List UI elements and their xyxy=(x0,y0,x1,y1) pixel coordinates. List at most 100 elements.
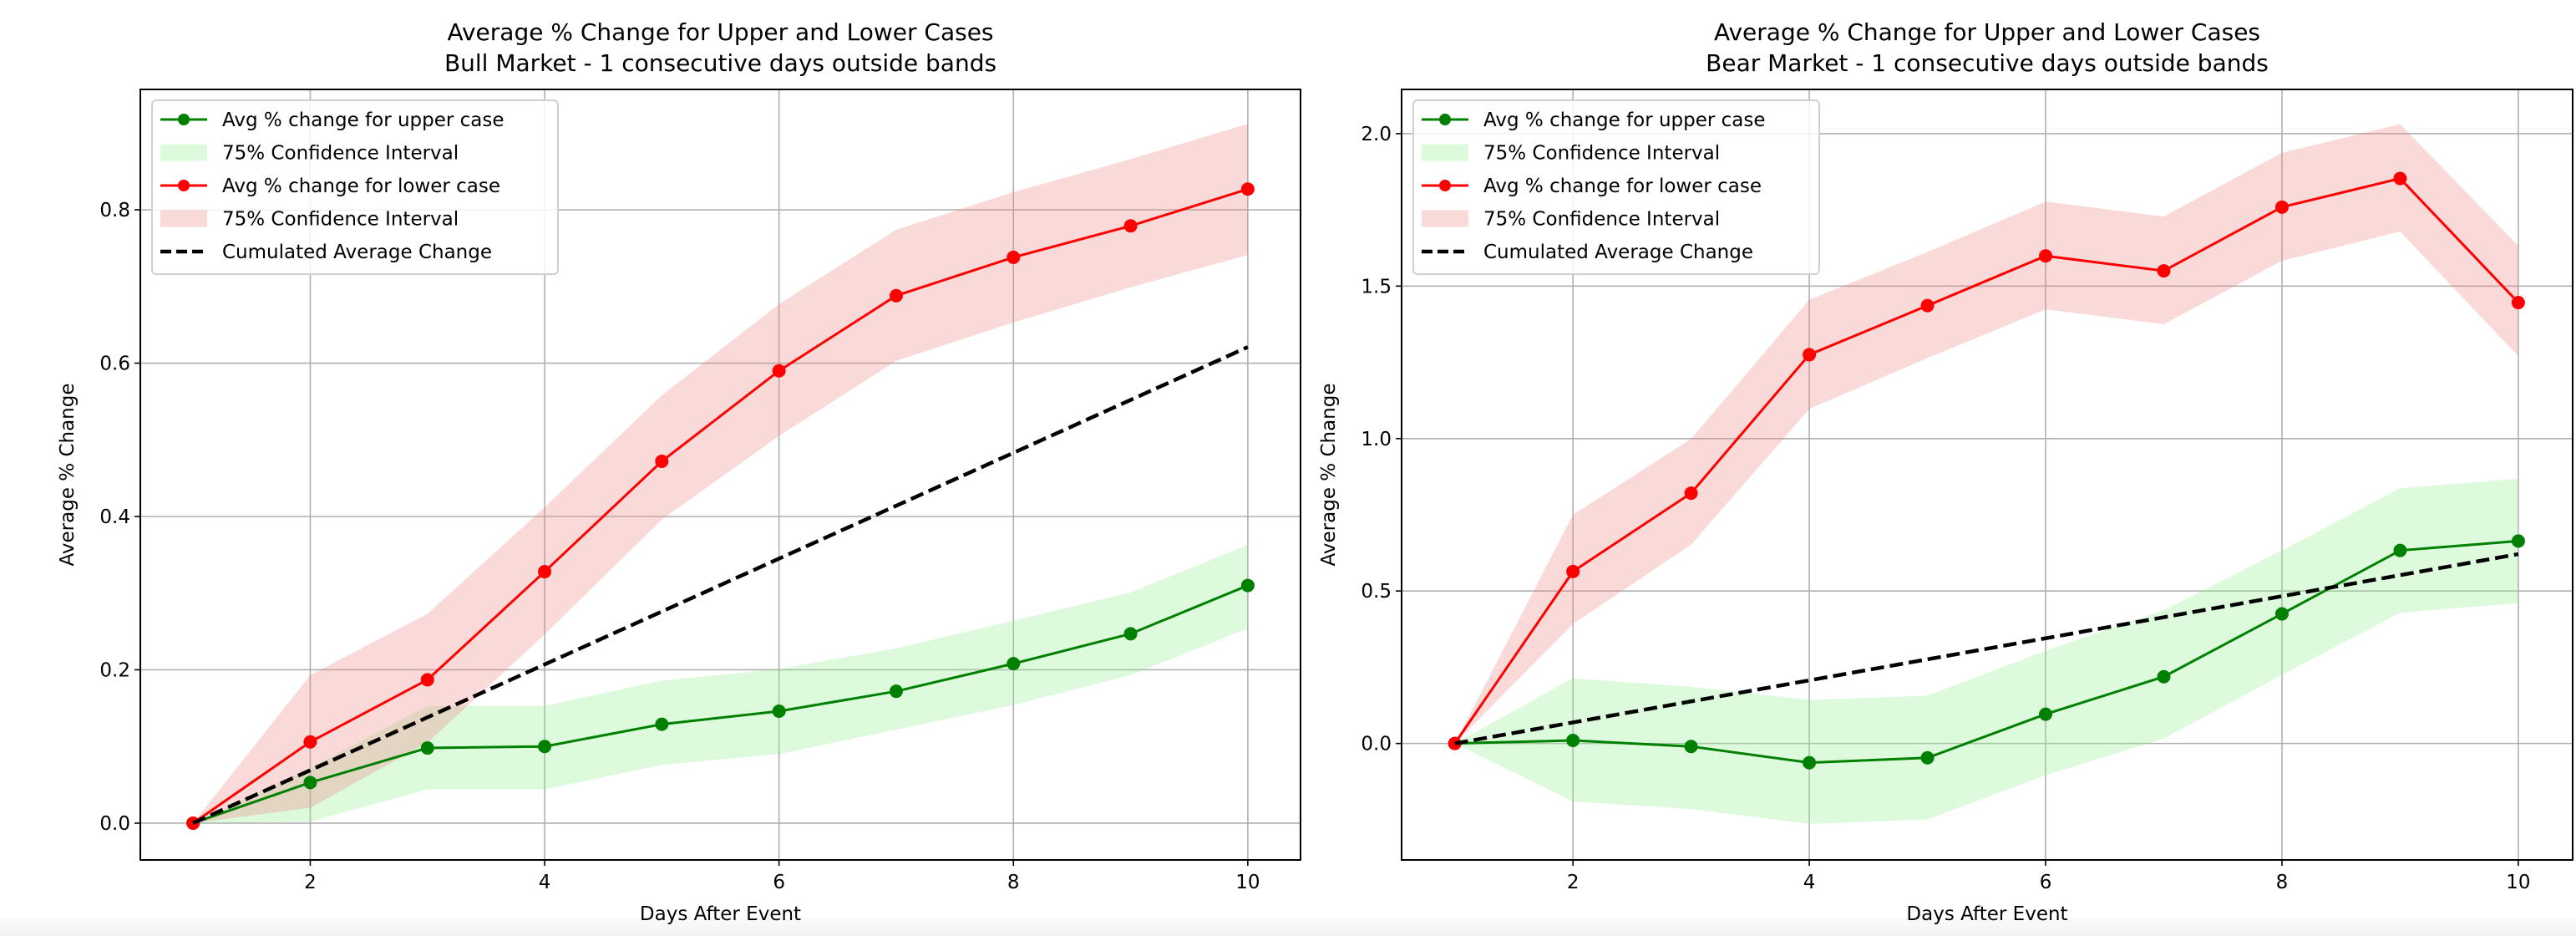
legend-box xyxy=(1412,99,1820,275)
chart-subtitle: Bull Market - 1 consecutive days outside… xyxy=(444,49,996,77)
data-point xyxy=(420,741,434,755)
axes-frame xyxy=(1401,89,2573,861)
y-tick-label: 1.5 xyxy=(1361,276,1392,298)
data-point xyxy=(1684,740,1698,754)
legend-label: Avg % change for upper case xyxy=(222,109,505,131)
data-point xyxy=(889,288,903,303)
bottom-strip xyxy=(0,918,2576,936)
legend-swatch xyxy=(160,210,207,227)
data-point xyxy=(1240,578,1255,593)
data-point xyxy=(655,717,669,731)
legend-label: Avg % change for lower case xyxy=(1483,176,1762,197)
data-point xyxy=(303,776,317,790)
x-tick-label: 10 xyxy=(1235,872,1260,893)
data-point xyxy=(2393,171,2407,186)
series-line-0 xyxy=(192,584,1249,825)
legend-marker xyxy=(1439,180,1451,191)
y-tick-label: 0.0 xyxy=(99,813,130,835)
series-line-1 xyxy=(1453,176,2520,745)
series-line-1 xyxy=(192,187,1249,825)
data-point xyxy=(1684,486,1698,501)
legend-marker xyxy=(1439,114,1451,125)
legend-label: 75% Confidence Interval xyxy=(222,143,459,165)
data-point xyxy=(655,454,669,468)
x-tick-label: 2 xyxy=(304,872,317,893)
legend-marker xyxy=(178,114,190,125)
data-point xyxy=(1007,657,1021,671)
data-point xyxy=(1920,298,1935,313)
y-tick-label: 0.6 xyxy=(99,354,130,375)
data-point xyxy=(2039,249,2053,263)
legend-label: Avg % change for upper case xyxy=(1483,109,1766,131)
chart-2: Average % Change for Upper and Lower Cas… xyxy=(1318,18,2573,925)
y-tick-label: 0.5 xyxy=(1361,581,1392,603)
y-tick-label: 0.0 xyxy=(1361,734,1392,755)
x-tick-label: 2 xyxy=(1567,872,1580,893)
data-point xyxy=(1566,564,1580,578)
data-point xyxy=(1240,182,1255,196)
legend-label: 75% Confidence Interval xyxy=(1483,209,1720,231)
data-point xyxy=(538,565,552,579)
confidence-band-1 xyxy=(193,124,1248,823)
data-point xyxy=(538,740,552,754)
legend-label: 75% Confidence Interval xyxy=(222,209,459,231)
data-point xyxy=(1123,627,1138,641)
legend-label: Cumulated Average Change xyxy=(222,242,492,263)
data-point xyxy=(2039,707,2053,721)
y-tick-label: 0.2 xyxy=(99,659,130,681)
legend: Avg % change for upper case 75% Confidenc… xyxy=(151,99,559,275)
x-tick-label: 8 xyxy=(1007,872,1020,893)
confidence-band-0 xyxy=(1454,478,2518,824)
legend-label: 75% Confidence Interval xyxy=(1483,143,1720,165)
chart-1: Average % Change for Upper and Lower Cas… xyxy=(57,18,1301,925)
y-tick-label: 1.0 xyxy=(1361,429,1392,450)
x-tick-label: 4 xyxy=(539,872,551,893)
data-point xyxy=(1803,755,1817,770)
data-point xyxy=(2274,607,2289,621)
legend-box xyxy=(151,99,559,275)
legend: Avg % change for upper case 75% Confidenc… xyxy=(1412,99,1820,275)
y-axis-label: Average % Change xyxy=(57,384,79,567)
data-point xyxy=(2157,669,2171,684)
data-point xyxy=(772,705,786,719)
data-point xyxy=(1920,750,1935,765)
data-point xyxy=(2274,200,2289,214)
x-tick-label: 10 xyxy=(2506,872,2530,893)
data-point xyxy=(1566,733,1580,747)
y-tick-label: 0.8 xyxy=(99,200,130,221)
axes-frame xyxy=(139,89,1301,861)
data-point xyxy=(2393,543,2407,557)
x-axis-label: Days After Event xyxy=(1906,903,2067,925)
data-point xyxy=(889,684,903,699)
x-tick-label: 8 xyxy=(2276,872,2289,893)
chart-subtitle: Bear Market - 1 consecutive days outside… xyxy=(1706,49,2269,77)
y-tick-label: 0.4 xyxy=(99,506,130,528)
x-tick-label: 6 xyxy=(2040,872,2052,893)
data-point xyxy=(1007,250,1021,264)
x-tick-label: 6 xyxy=(773,872,785,893)
confidence-band-0 xyxy=(193,544,1248,823)
legend-swatch xyxy=(160,144,207,161)
data-point xyxy=(772,364,786,378)
legend-swatch xyxy=(1422,210,1468,227)
data-point xyxy=(2511,534,2525,548)
data-point xyxy=(2511,296,2525,310)
chart-title: Average % Change for Upper and Lower Cas… xyxy=(447,18,993,46)
series-line-2 xyxy=(1454,552,2519,745)
confidence-band-1 xyxy=(1454,124,2518,744)
x-axis-label: Days After Event xyxy=(640,903,801,925)
x-tick-label: 4 xyxy=(1803,872,1816,893)
data-point xyxy=(420,673,434,687)
series-line-2 xyxy=(192,345,1249,826)
data-point xyxy=(2157,264,2171,278)
series-line-0 xyxy=(1454,539,2519,765)
legend-marker xyxy=(178,180,190,191)
y-axis-label: Average % Change xyxy=(1318,384,1340,567)
data-point xyxy=(303,735,317,749)
legend-label: Avg % change for lower case xyxy=(222,176,500,197)
legend-swatch xyxy=(1422,144,1468,161)
legend-label: Cumulated Average Change xyxy=(1483,242,1753,263)
chart-title: Average % Change for Upper and Lower Cas… xyxy=(1714,18,2260,46)
data-point xyxy=(1123,219,1138,233)
